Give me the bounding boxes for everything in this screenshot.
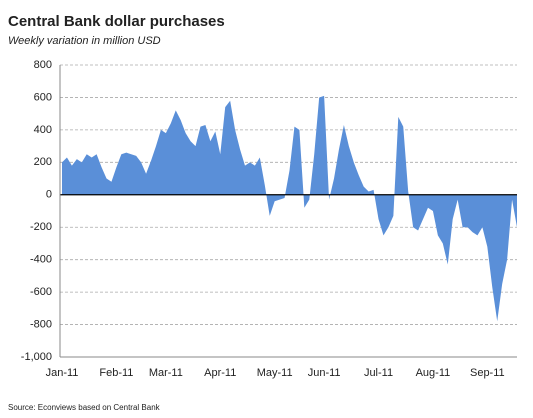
y-tick-label: 200 [34,156,52,168]
y-tick-label: 800 [34,59,52,71]
x-tick-label: May-11 [257,367,293,379]
y-tick-label: -800 [30,318,52,330]
x-tick-label: Jul-11 [364,367,393,379]
area [62,95,517,322]
y-tick-label: -400 [30,254,52,266]
x-tick-label: Jan-11 [46,367,79,379]
chart-subtitle: Weekly variation in million USD [8,35,161,47]
y-tick-label: 600 [34,91,52,103]
y-tick-label: -200 [30,221,52,233]
y-tick-label: 0 [46,189,52,201]
x-tick-label: Sep-11 [470,367,505,379]
y-tick-label: -1,000 [21,351,52,363]
x-tick-label: Mar-11 [149,367,183,379]
x-tick-label: Feb-11 [99,367,133,379]
x-tick-label: Jun-11 [308,367,341,379]
y-tick-label: 400 [34,124,52,136]
x-tick-label: Aug-11 [416,367,451,379]
x-tick-label: Apr-11 [204,367,236,379]
chart-title: Central Bank dollar purchases [8,13,225,30]
y-tick-label: -600 [30,286,52,298]
source-note: Source: Econviews based on Central Bank [8,403,161,412]
